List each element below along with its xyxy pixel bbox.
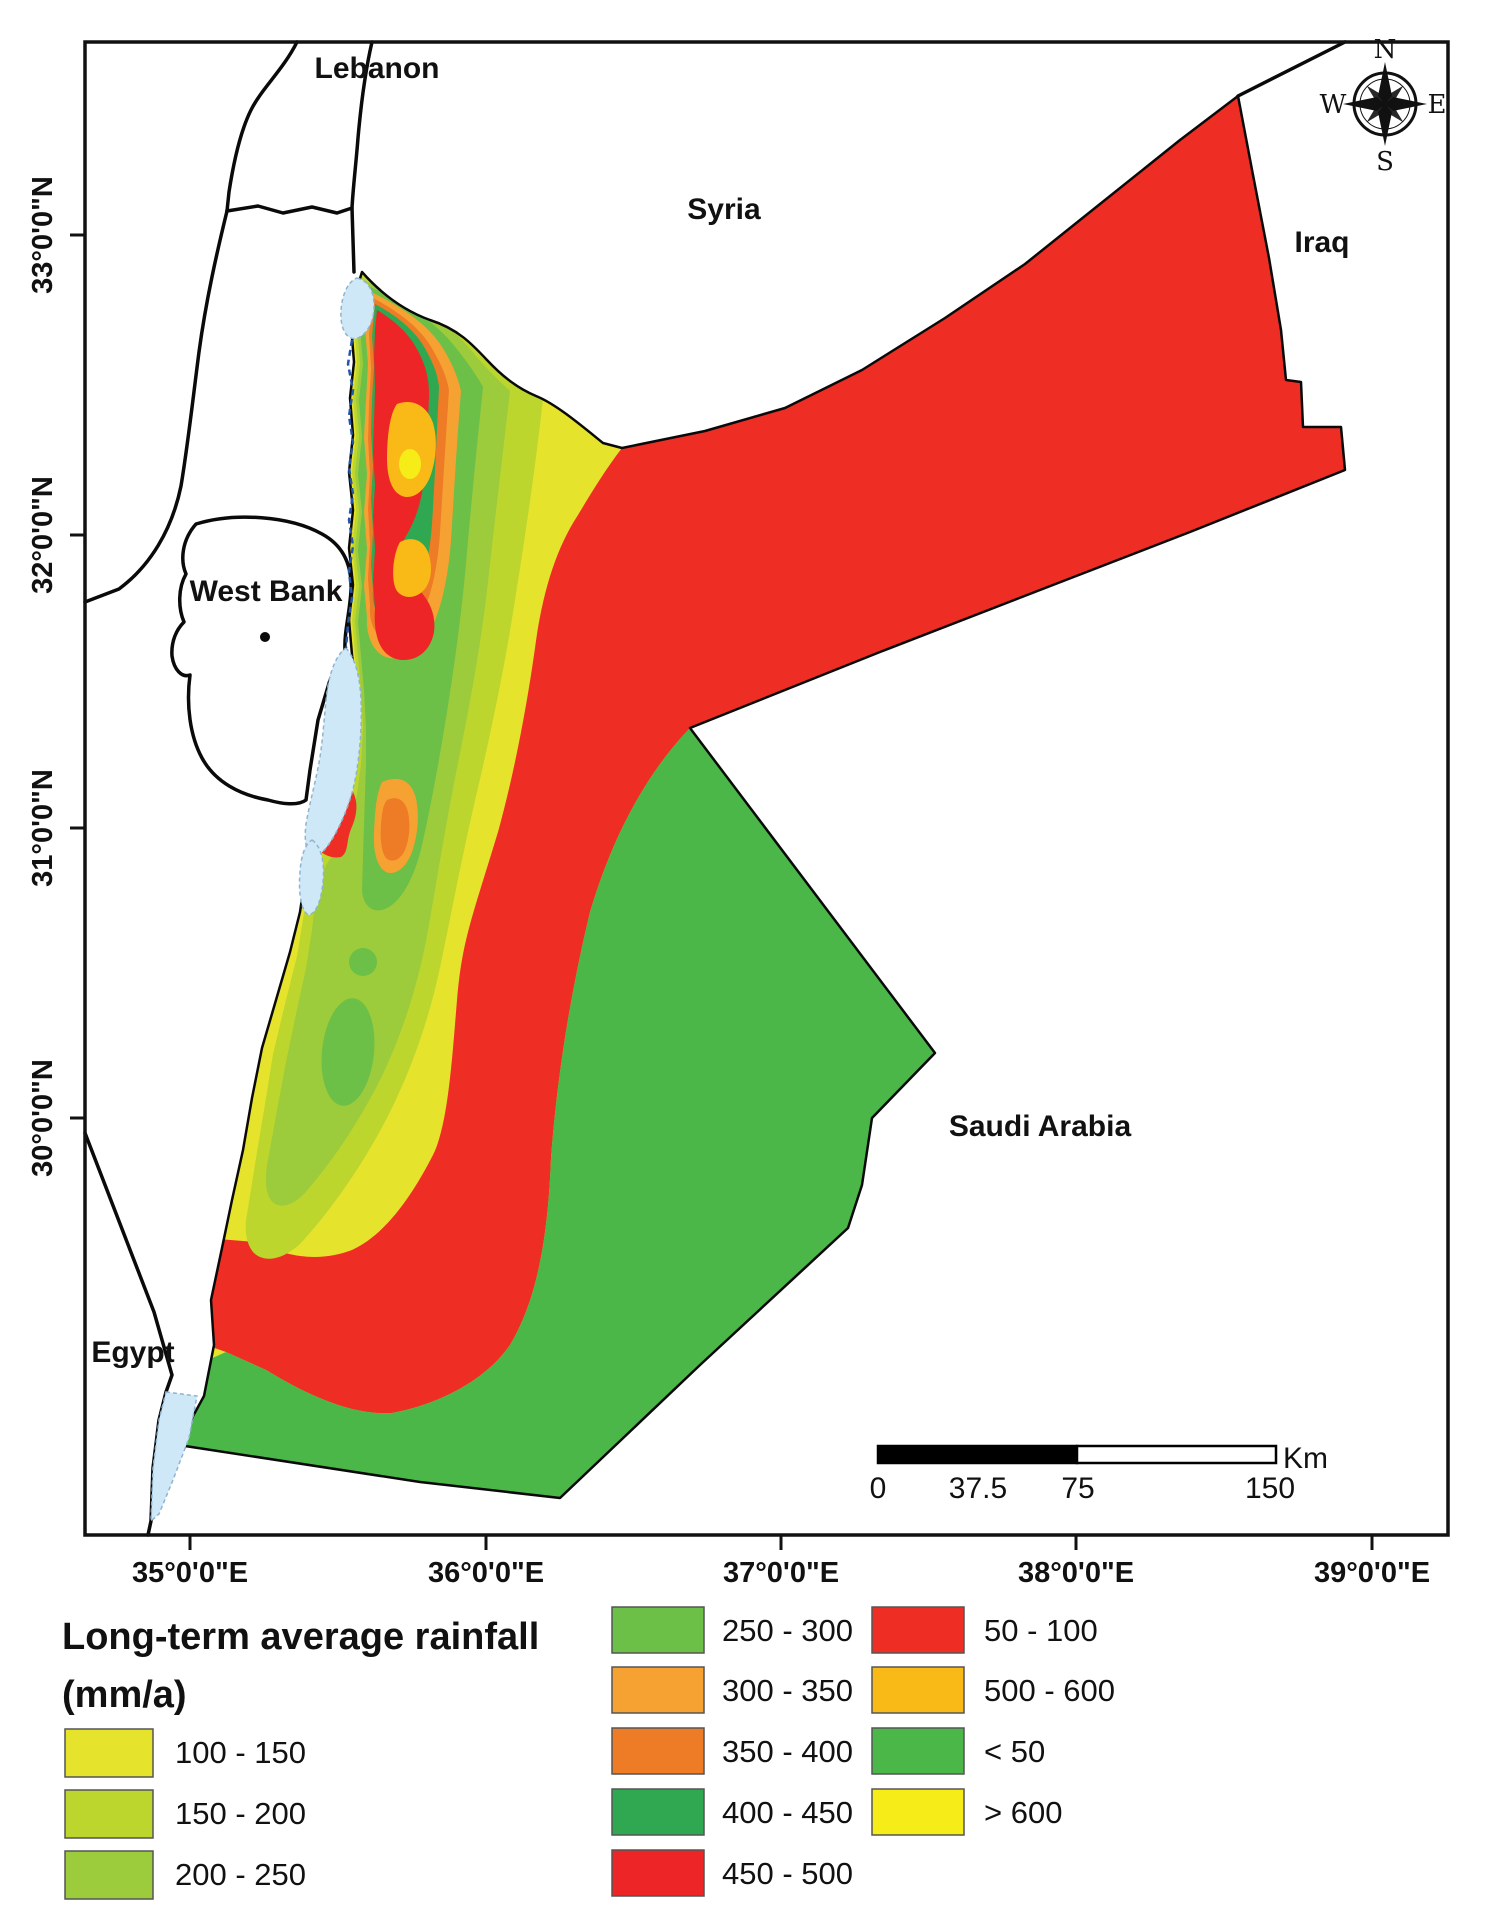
legend-label: 500 - 600 xyxy=(984,1673,1115,1708)
legend-label: 100 - 150 xyxy=(175,1735,306,1770)
lon-38: 38°0'0"E xyxy=(1018,1557,1134,1589)
compass-s: S xyxy=(1376,147,1394,177)
country-borders xyxy=(83,40,1347,1537)
scale-unit: Km xyxy=(1283,1442,1328,1475)
lon-35: 35°0'0"E xyxy=(132,1557,248,1589)
compass-e: E xyxy=(1428,90,1447,120)
legend-swatch xyxy=(871,1666,965,1714)
compass-n: N xyxy=(1374,35,1397,65)
legend-swatch xyxy=(64,1728,154,1778)
lebanon-east-border xyxy=(350,40,374,274)
lat-32: 32°0'0"N xyxy=(27,476,59,594)
scale-bar: Km 0 37.5 75 150 xyxy=(870,1442,1328,1505)
lon-36: 36°0'0"E xyxy=(428,1557,544,1589)
legend-label: 200 - 250 xyxy=(175,1857,306,1892)
israel-coast-line xyxy=(83,209,229,604)
legend-swatch xyxy=(871,1788,965,1836)
label-lebanon: Lebanon xyxy=(315,52,440,85)
west-bank-border xyxy=(170,515,353,806)
axis-ticks xyxy=(70,233,1374,1550)
region-50-100 xyxy=(203,96,1345,1414)
map-frame xyxy=(83,40,1450,1537)
label-saudi-arabia: Saudi Arabia xyxy=(949,1110,1132,1143)
legend-label: 450 - 500 xyxy=(722,1856,853,1891)
scale-tick-75: 75 xyxy=(1061,1472,1094,1505)
jordan-river xyxy=(344,339,355,649)
legend-swatch xyxy=(611,1849,705,1897)
compass-rose: N S W E xyxy=(1320,35,1447,177)
label-syria: Syria xyxy=(687,193,761,226)
label-iraq: Iraq xyxy=(1294,226,1349,259)
legend-label: 250 - 300 xyxy=(722,1613,853,1648)
lat-31: 31°0'0"N xyxy=(27,769,59,887)
legend-label: 400 - 450 xyxy=(722,1795,853,1830)
legend-title-line2: (mm/a) xyxy=(62,1674,187,1716)
lat-30: 30°0'0"N xyxy=(27,1059,59,1177)
legend-swatch xyxy=(64,1850,154,1900)
lebanon-south-border xyxy=(225,204,354,215)
legend-label: > 600 xyxy=(984,1795,1062,1830)
legend-label: 350 - 400 xyxy=(722,1734,853,1769)
legend-label: < 50 xyxy=(984,1734,1045,1769)
sea-of-galilee xyxy=(340,277,375,340)
scale-tick-37: 37.5 xyxy=(949,1472,1007,1505)
legend-label: 50 - 100 xyxy=(984,1613,1098,1648)
legend-swatch xyxy=(611,1788,705,1836)
legend-title-line1: Long-term average rainfall xyxy=(62,1616,539,1658)
region-500-600-lower xyxy=(393,539,431,597)
legend-label: 150 - 200 xyxy=(175,1796,306,1831)
region-250-300-south-blob xyxy=(321,998,375,1106)
label-west-bank: West Bank xyxy=(190,575,343,608)
axis-labels: 33°0'0"N 32°0'0"N 31°0'0"N 30°0'0"N 35°0… xyxy=(27,176,1430,1589)
legend-swatch xyxy=(871,1606,965,1654)
legend-swatch xyxy=(64,1789,154,1839)
water-bodies xyxy=(150,277,375,1523)
gulf-of-aqaba xyxy=(150,1391,198,1523)
dead-sea-south xyxy=(298,839,325,916)
compass-w: W xyxy=(1320,90,1347,120)
compass-star xyxy=(1343,62,1427,146)
rainfall-regions xyxy=(185,96,1345,1498)
label-egypt: Egypt xyxy=(91,1336,174,1369)
lat-33: 33°0'0"N xyxy=(27,176,59,294)
lebanon-west-border xyxy=(225,40,299,213)
legend-label: 300 - 350 xyxy=(722,1673,853,1708)
region-gt-600 xyxy=(399,449,421,479)
legend-swatch xyxy=(611,1727,705,1775)
region-lt-50 xyxy=(185,728,935,1498)
scale-tick-150: 150 xyxy=(1245,1472,1295,1505)
lon-39: 39°0'0"E xyxy=(1314,1557,1430,1589)
legend-swatch xyxy=(871,1727,965,1775)
region-250-300-south-spot xyxy=(349,948,377,976)
legend-swatch xyxy=(611,1666,705,1714)
legend-swatch xyxy=(611,1606,705,1654)
west-bank-city-dot xyxy=(260,632,270,642)
lon-37: 37°0'0"E xyxy=(723,1557,839,1589)
legend: Long-term average rainfall (mm/a) 100 - … xyxy=(62,1606,1115,1900)
syria-iraq-border xyxy=(1236,40,1347,98)
scale-tick-0: 0 xyxy=(870,1472,887,1505)
region-350-400-south xyxy=(380,798,410,861)
